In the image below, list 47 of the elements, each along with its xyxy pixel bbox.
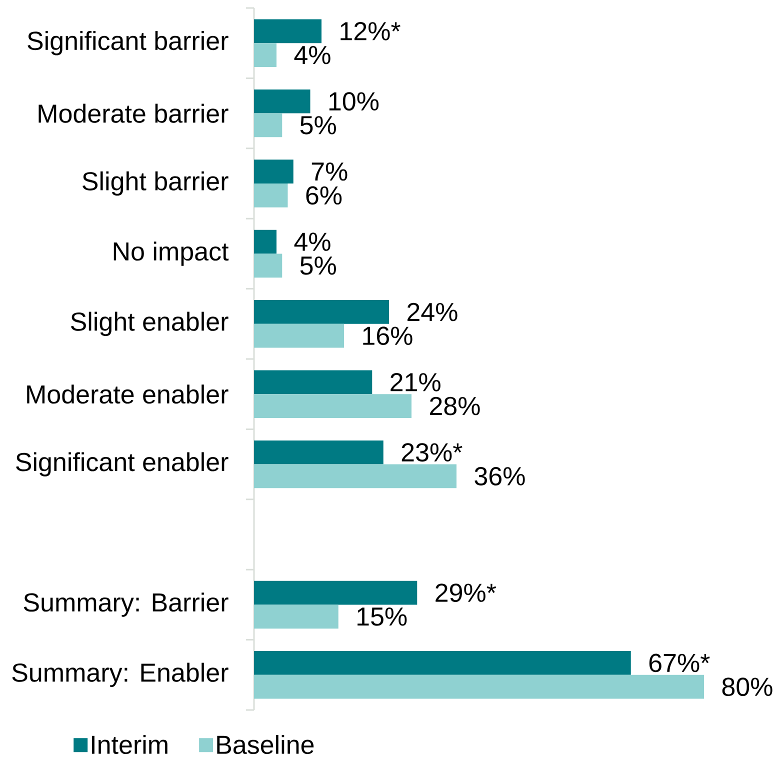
y-tick-label: Significant barrier [28, 30, 228, 56]
data-label: 28% [430, 396, 480, 416]
bar [254, 89, 310, 114]
data-label: 23%* [402, 443, 462, 462]
data-label: 15% [358, 608, 407, 626]
y-tick-label: Summary: Barrier [24, 592, 228, 617]
bar [254, 370, 372, 394]
data-label: 5% [300, 256, 336, 275]
data-label: 36% [474, 467, 525, 486]
y-tick-label: Moderate enabler [27, 384, 228, 404]
bar [254, 43, 276, 67]
y-tick-label: Significant enabler [16, 452, 228, 476]
data-label: 10% [329, 92, 379, 111]
bar [254, 651, 631, 675]
bar [254, 300, 389, 324]
data-label: 7% [312, 162, 348, 181]
y-tick-label: Summary: Enabler [12, 662, 228, 688]
y-tick-label: Moderate barrier [38, 104, 228, 123]
y-tick-label: Slight barrier [82, 171, 228, 196]
bar [254, 580, 418, 605]
legend-label: Baseline [217, 734, 314, 754]
data-label: 16% [363, 326, 412, 346]
bar [254, 160, 294, 184]
bar [254, 464, 456, 488]
bar [254, 19, 322, 44]
data-label: 67%* [649, 654, 710, 672]
data-label: 4% [294, 46, 330, 64]
data-label: 12%* [340, 22, 400, 40]
bar [254, 674, 704, 699]
data-label: 24% [408, 302, 458, 322]
bar [254, 230, 276, 254]
bar [254, 254, 282, 278]
data-label: 29%* [436, 584, 496, 602]
y-tick-label: No impact [114, 242, 229, 266]
bar [254, 113, 282, 138]
data-label: 4% [294, 232, 330, 251]
bar [254, 440, 384, 464]
bar [254, 604, 338, 629]
bar [254, 324, 344, 348]
data-label: 5% [300, 116, 336, 134]
legend-label: Interim [92, 734, 168, 754]
data-label: 80% [722, 678, 772, 696]
bar [254, 184, 288, 208]
data-label: 21% [390, 373, 440, 392]
bar [254, 394, 412, 418]
data-label: 6% [306, 186, 342, 205]
y-tick-label: Slight enabler [70, 312, 228, 336]
